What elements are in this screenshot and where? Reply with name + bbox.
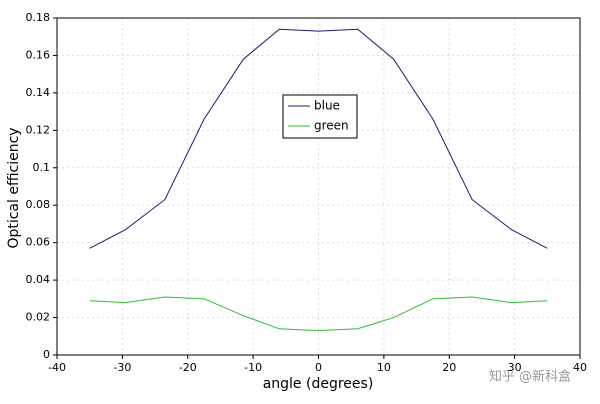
- x-tick-label: -40: [48, 361, 66, 374]
- y-tick-label: 0.02: [26, 311, 51, 324]
- x-tick-label: -30: [113, 361, 131, 374]
- y-tick-label: 0.06: [26, 236, 51, 249]
- watermark: 知乎 @新科盒: [489, 369, 571, 385]
- x-tick-label: 20: [442, 361, 456, 374]
- y-tick-label: 0.18: [26, 11, 51, 24]
- x-axis-label: angle (degrees): [263, 376, 374, 392]
- line-series: [89, 296, 548, 332]
- legend-label: blue: [314, 99, 340, 113]
- y-tick-label: 0.14: [26, 86, 51, 99]
- y-tick-label: 0.16: [26, 48, 51, 61]
- legend-label: green: [314, 119, 349, 133]
- y-tick-label: 0: [43, 348, 50, 361]
- x-tick-label: 40: [573, 361, 587, 374]
- y-tick-label: 0.08: [26, 198, 51, 211]
- y-tick-label: 0.12: [26, 123, 51, 136]
- x-tick-label: 0: [315, 361, 322, 374]
- legend-box: [282, 94, 358, 139]
- y-axis-label: Optical efficiency: [6, 127, 22, 248]
- line-series: [89, 28, 548, 249]
- x-tick-label: -10: [244, 361, 262, 374]
- x-tick-label: 10: [377, 361, 391, 374]
- y-tick-label: 0.04: [26, 273, 51, 286]
- plot-frame: [56, 17, 581, 356]
- y-tick-label: 0.1: [33, 161, 51, 174]
- x-tick-label: -20: [179, 361, 197, 374]
- x-tick-label: 30: [508, 361, 522, 374]
